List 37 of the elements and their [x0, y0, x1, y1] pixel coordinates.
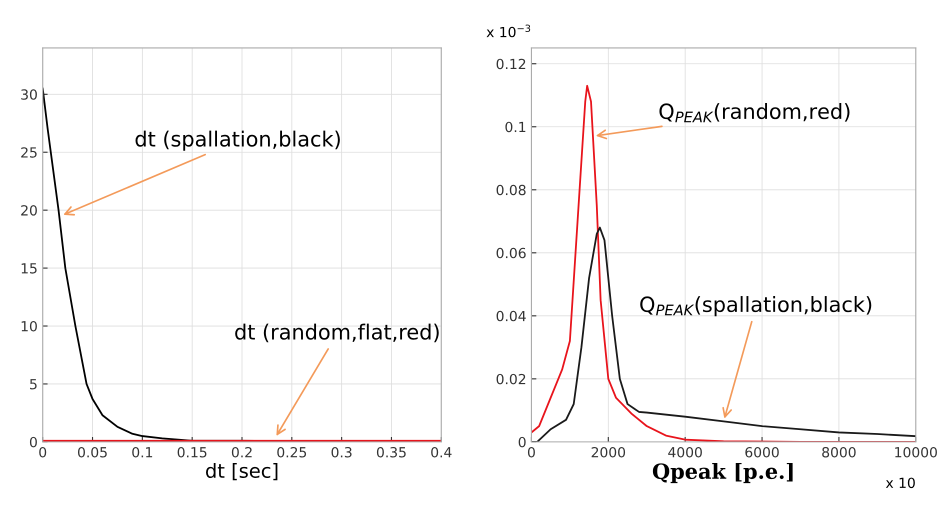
x-tick-label: 0.05 — [78, 446, 107, 458]
x-tick-label: 0 — [528, 446, 535, 458]
text: x 10 — [886, 478, 915, 488]
y-tick-label: 0.02 — [496, 374, 526, 384]
x-tick-label: 10000 — [895, 446, 937, 458]
y-tick-label: 30 — [21, 89, 37, 100]
annotation: dt (random,flat,red) — [235, 324, 439, 342]
x-tick-label: 0 — [39, 446, 46, 458]
y-tick-label: 0 — [518, 436, 526, 448]
annotation: dt (spallation,black) — [136, 130, 340, 151]
y-tick-label: 0.1 — [505, 122, 526, 132]
x-tick-label: 2000 — [592, 446, 626, 458]
x-tick-label: 4000 — [668, 446, 702, 458]
y-tick-label: 0.12 — [496, 58, 526, 70]
x-tick-label: 0.35 — [376, 446, 406, 458]
x-tick-label: 0.25 — [277, 446, 306, 458]
y-tick-label: 20 — [21, 205, 37, 216]
annotation: Q$_{PEAK}$(random,red) — [659, 103, 850, 122]
y-tick-label: 0.04 — [496, 310, 526, 322]
y-tick-label: 10 — [22, 320, 37, 332]
x-axis-title: Qpeak [p.e.] — [652, 462, 793, 484]
x-tick-label: 0.1 — [132, 446, 152, 458]
y-tick-label: 15 — [22, 263, 37, 274]
y-tick-label: 0 — [30, 436, 37, 448]
text: x 10$^{−3}$ — [486, 24, 530, 38]
x-tick-label: 8000 — [822, 446, 856, 458]
annotation: Q$_{PEAK}$(spallation,black) — [640, 296, 872, 316]
x-tick-label: 0.15 — [178, 446, 206, 458]
x-tick-label: 0.4 — [431, 446, 452, 458]
x-tick-label: 0.3 — [332, 446, 352, 458]
y-tick-label: 0.06 — [496, 248, 526, 258]
y-tick-label: 25 — [21, 147, 37, 158]
y-tick-label: 5 — [30, 379, 37, 390]
y-tick-label: 0.08 — [496, 184, 526, 196]
x-tick-label: 6000 — [745, 446, 779, 458]
x-tick-label: 0.2 — [232, 446, 252, 458]
x-axis-title: dt [sec] — [206, 462, 278, 480]
